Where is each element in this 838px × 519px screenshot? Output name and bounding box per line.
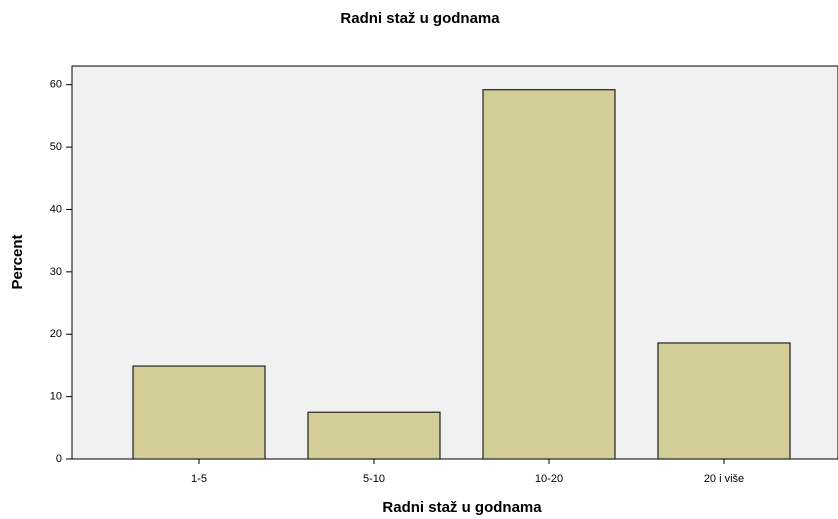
y-tick-label: 20 bbox=[50, 328, 62, 340]
y-tick-label: 10 bbox=[50, 391, 62, 403]
y-tick-label: 30 bbox=[50, 266, 62, 278]
y-tick-label: 40 bbox=[50, 203, 62, 215]
bar bbox=[657, 342, 791, 460]
bar bbox=[132, 365, 266, 460]
chart-title: Radni staž u godnama bbox=[340, 10, 500, 27]
x-tick-label: 10-20 bbox=[535, 473, 563, 485]
bar bbox=[482, 89, 616, 460]
bar bbox=[307, 411, 441, 460]
y-tick-label: 60 bbox=[50, 79, 62, 91]
y-tick-label: 50 bbox=[50, 141, 62, 153]
x-tick-label: 1-5 bbox=[191, 473, 207, 485]
x-axis-label: Radni staž u godnama bbox=[382, 499, 542, 516]
x-tick-label: 20 i više bbox=[704, 473, 744, 485]
y-tick-label: 0 bbox=[56, 453, 62, 465]
x-tick-label: 5-10 bbox=[363, 473, 385, 485]
y-axis-label: Percent bbox=[9, 234, 26, 289]
